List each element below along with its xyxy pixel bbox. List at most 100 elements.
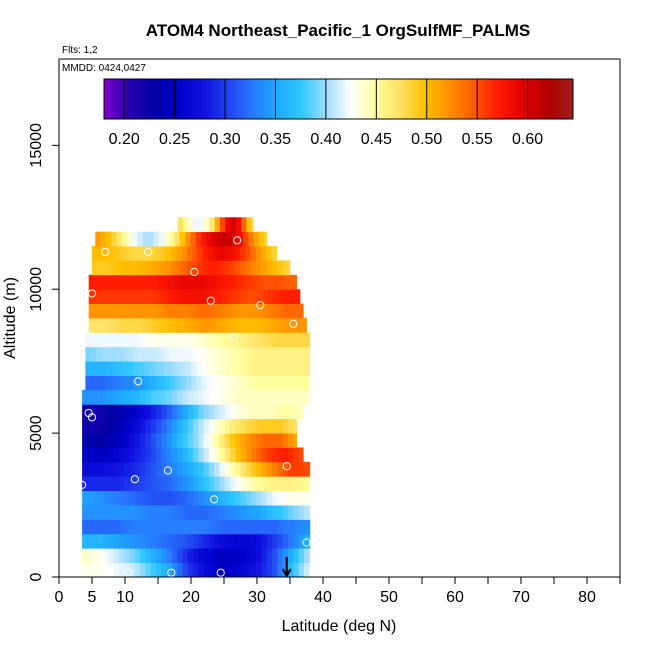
colorbar-swatch: [420, 79, 425, 119]
heatmap-cell: [260, 246, 267, 261]
colorbar-swatch: [197, 79, 203, 119]
observation-point: [167, 568, 176, 577]
heatmap-cell: [156, 505, 162, 520]
heatmap-cell: [232, 231, 239, 247]
y-axis: 0 5000 10000 15000: [28, 123, 59, 581]
heatmap-cell: [164, 346, 171, 362]
heatmap-cell: [134, 505, 141, 520]
heatmap-cell: [214, 418, 220, 434]
colorbar-swatch: [139, 79, 144, 119]
heatmap-cell: [254, 346, 261, 362]
heatmap-cell: [150, 404, 157, 420]
heatmap-cell: [175, 332, 181, 348]
heatmap-cell: [235, 490, 241, 506]
heatmap-cell: [119, 519, 125, 535]
heatmap-cell: [214, 461, 220, 477]
heatmap-cell: [293, 404, 299, 420]
heatmap-cell: [92, 404, 99, 420]
heatmap-cell: [245, 246, 251, 261]
heatmap-cell: [113, 461, 120, 477]
heatmap-cell: [243, 375, 250, 391]
colorbar-swatch: [326, 79, 332, 119]
colorbar-swatch: [318, 79, 324, 119]
heatmap-cell: [301, 332, 308, 348]
heatmap-cell: [227, 346, 234, 362]
heatmap-cell: [92, 533, 99, 549]
heatmap-cell: [273, 289, 280, 305]
colorbar-swatch: [299, 79, 304, 119]
heatmap-cell: [122, 346, 129, 362]
colorbar-swatch: [358, 79, 363, 119]
heatmap-cell: [256, 490, 263, 506]
colorbar-tick-label: 0.50: [411, 131, 442, 148]
heatmap-cell: [194, 289, 200, 305]
heatmap-cell: [159, 375, 165, 391]
heatmap-cell: [97, 404, 104, 420]
heatmap-cell: [262, 303, 269, 319]
heatmap-cell: [261, 433, 268, 448]
heatmap-cell: [266, 476, 273, 492]
heatmap-cell: [187, 447, 194, 463]
heatmap-cell: [272, 562, 278, 578]
heatmap-cell: [169, 375, 176, 391]
heatmap-cell: [270, 361, 276, 376]
heatmap-cell: [111, 346, 118, 362]
heatmap-cell: [140, 461, 146, 477]
heatmap-cell: [177, 490, 183, 506]
heatmap-cell: [102, 246, 109, 261]
heatmap-cell: [122, 361, 129, 376]
heatmap-cell: [202, 260, 209, 276]
heatmap-cell: [261, 389, 268, 405]
heatmap-cell: [298, 389, 305, 405]
heatmap-cell: [224, 246, 230, 261]
heatmap-cell: [288, 418, 294, 434]
heatmap-cell: [156, 476, 162, 492]
heatmap-cell: [111, 361, 118, 376]
heatmap-cell: [182, 505, 189, 520]
heatmap-cell: [187, 418, 194, 434]
heatmap-cell: [182, 548, 189, 564]
colorbar-tick-label: 0.20: [109, 131, 140, 148]
heatmap-cell: [309, 476, 311, 492]
heatmap-cell: [282, 490, 289, 506]
heatmap-cell: [220, 289, 227, 305]
colorbar-swatch: [518, 79, 523, 119]
colorbar-swatch: [455, 79, 461, 119]
heatmap-cell: [198, 519, 204, 535]
heatmap-cell: [171, 461, 178, 477]
heatmap-cell: [272, 389, 278, 405]
heatmap-cell: [145, 461, 152, 477]
heatmap-cell: [305, 318, 307, 333]
heatmap-cell: [182, 404, 189, 420]
heatmap-cell: [134, 246, 140, 261]
heatmap-cell: [148, 231, 154, 247]
heatmap-cell: [216, 231, 223, 247]
heatmap-cell: [257, 274, 264, 290]
heatmap-cell: [113, 562, 120, 578]
heatmap-cell: [251, 418, 257, 434]
heatmap-cell: [173, 289, 179, 305]
heatmap-cell: [249, 375, 255, 391]
heatmap-cell: [177, 447, 183, 463]
heatmap-cell: [145, 519, 152, 535]
heatmap-cell: [282, 562, 289, 578]
heatmap-cell: [276, 260, 283, 276]
heatmap-cell: [251, 461, 257, 477]
heatmap-cell: [208, 490, 215, 506]
heatmap-cell: [264, 231, 268, 247]
heatmap-cell: [134, 548, 141, 564]
heatmap-cell: [201, 332, 208, 348]
heatmap-cell: [245, 389, 252, 405]
heatmap-cell: [107, 260, 114, 276]
heatmap-cell: [224, 490, 231, 506]
heatmap-cell: [282, 505, 289, 520]
heatmap-cell: [291, 375, 297, 391]
heatmap-cell: [262, 274, 269, 290]
heatmap-cell: [97, 447, 104, 463]
heatmap-cell: [268, 289, 274, 305]
heatmap-cell: [120, 289, 127, 305]
heatmap-cell: [101, 346, 107, 362]
heatmap-cell: [261, 490, 268, 506]
heatmap-cell: [288, 433, 294, 448]
heatmap-cell: [212, 346, 218, 362]
